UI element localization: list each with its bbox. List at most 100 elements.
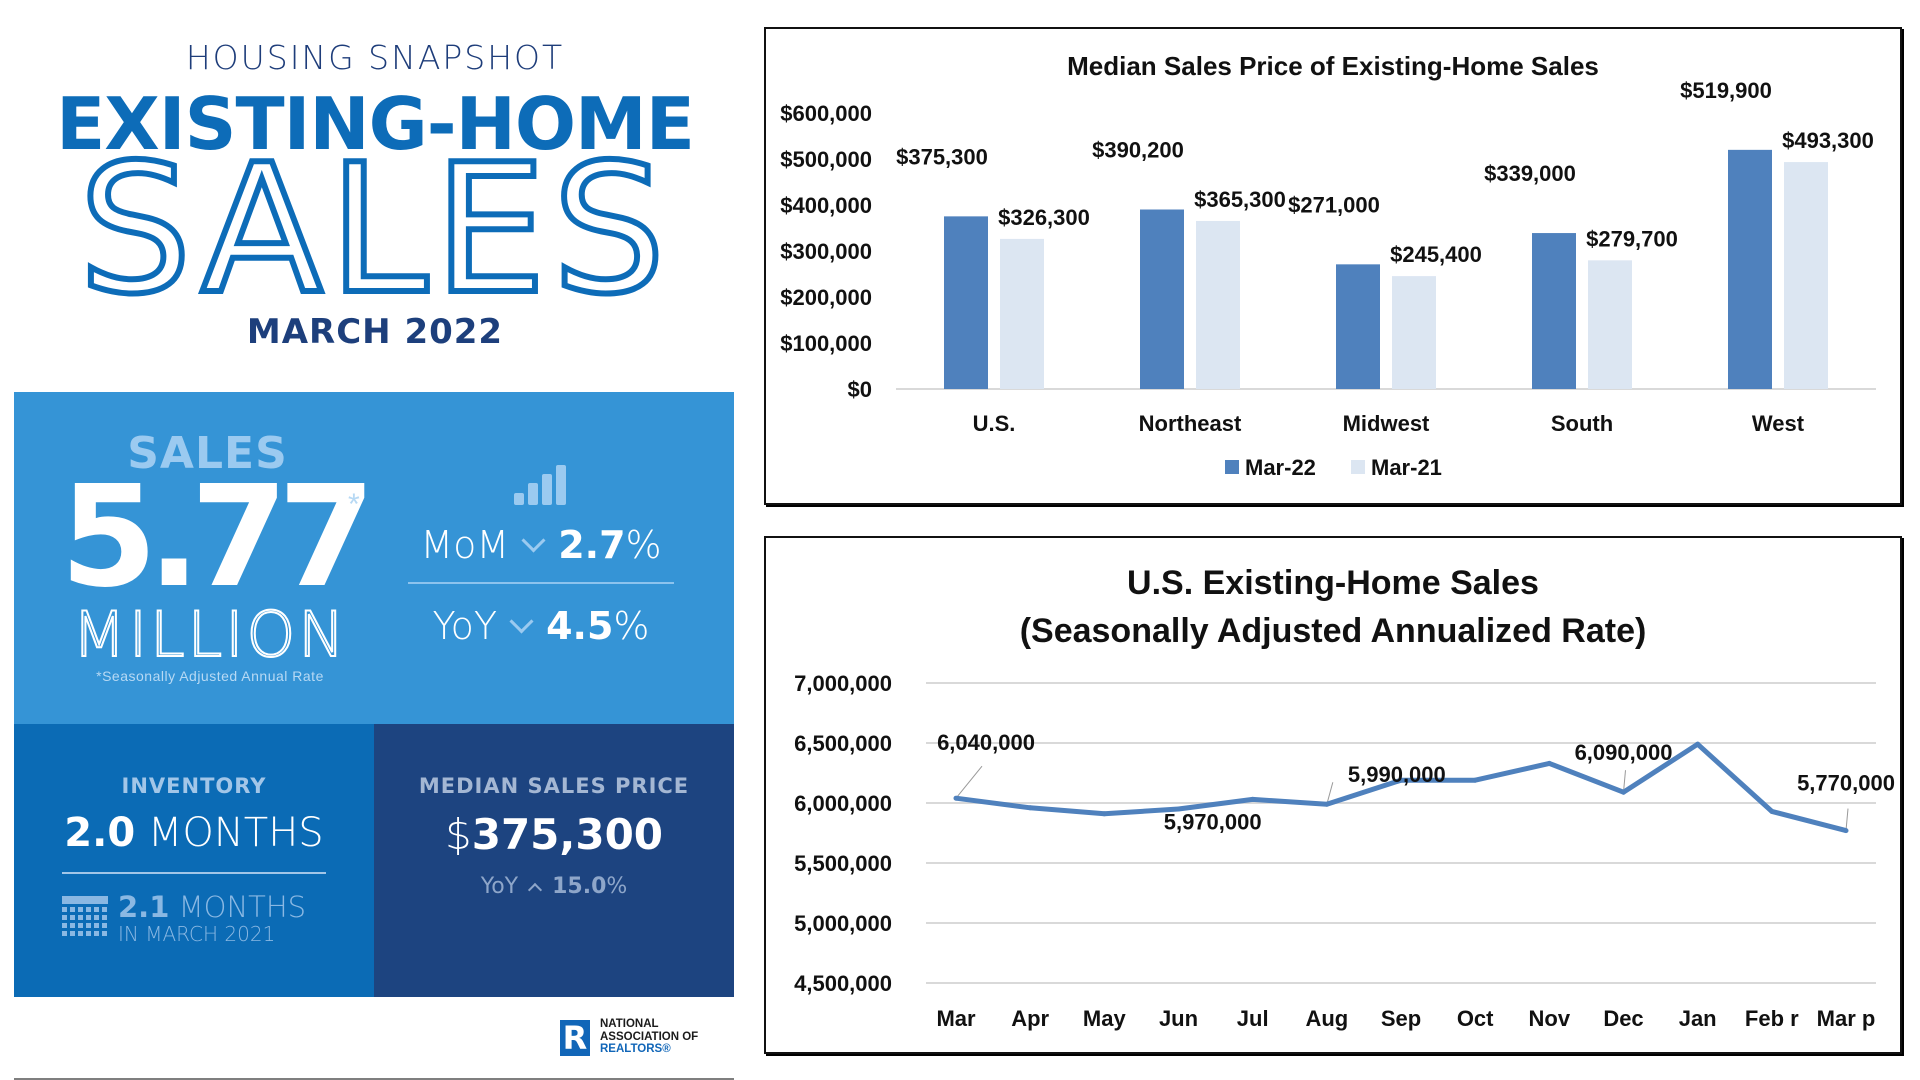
line-data-label: 5,970,000 [1164,809,1262,834]
header-title: EXISTING-HOME [56,82,695,166]
bar-y-tick-label: $300,000 [780,239,872,264]
annotation-leader-line [1845,808,1849,831]
line-point-mar [953,795,959,801]
bar-y-tick-label: $600,000 [780,101,872,126]
line-x-tick-label: Dec [1603,1006,1643,1031]
line-x-tick-label: Oct [1457,1006,1494,1031]
header-period: MARCH 2022 [246,312,504,352]
bar-mar-21-south [1588,260,1632,389]
line-y-tick-label: 5,500,000 [794,851,892,876]
inventory-prev-period: IN MARCH 2021 [118,922,276,946]
change-divider [408,582,674,584]
median-price-panel [374,724,734,997]
line-y-tick-label: 7,000,000 [794,671,892,696]
line-point-feb-r [1769,808,1775,814]
line-chart-subtitle: (Seasonally Adjusted Annualized Rate) [1020,612,1647,650]
mom-change: MoM 2.7% [408,515,674,575]
median-price-label: MEDIAN SALES PRICE [418,774,690,798]
bar-x-tick-label: South [1551,411,1613,436]
sales-label: SALES [127,428,288,479]
sales-unit-text: MILLION [71,597,348,672]
line-x-tick-label: Sep [1381,1006,1421,1031]
bar-mar-21-northeast [1196,220,1240,389]
line-point-jan [1695,741,1701,747]
inventory-panel [14,724,374,997]
bar-data-label: $365,300 [1194,187,1286,212]
line-point-nov [1546,760,1552,766]
line-chart-svg: U.S. Existing-Home Sales (Seasonally Adj… [794,564,1895,1031]
bar-data-label: $375,300 [896,144,988,169]
line-point-oct [1472,777,1478,783]
line-y-tick-label: 6,000,000 [794,791,892,816]
legend-swatch-mar-21 [1351,460,1365,474]
chevron-up-icon [528,882,543,897]
sales-unit: MILLION [60,597,360,672]
price-yoy-label: YoY [480,874,519,899]
yoy-change: YoY 4.5% [408,596,674,656]
bar-mar-21-west [1784,162,1828,389]
legend-label-mar-22: Mar-22 [1245,455,1316,480]
bar-chart-title: Median Sales Price of Existing-Home Sale… [1067,51,1599,81]
header-title-sales-text: SALES [76,126,672,333]
inventory-value-unit: MONTHS [147,810,324,856]
bar-data-label: $519,900 [1680,78,1772,103]
bar-mar-21-midwest [1392,276,1436,389]
inventory-value: 2.0 MONTHS [14,810,374,856]
mom-value-suffix: % [625,523,662,567]
bottom-divider [14,1078,734,1080]
annotation-leader-line [955,765,983,799]
median-price-number: 375,300 [471,810,664,859]
inventory-prev: 2.1 MONTHS [118,892,306,922]
inventory-label: INVENTORY [121,774,267,798]
bar-x-tick-label: Northeast [1139,411,1242,436]
line-point-mar-p [1843,828,1849,834]
bar-mar-22-us [944,216,988,389]
currency-symbol: $ [444,810,472,859]
sales-footnote: *Seasonally Adjusted Annual Rate [96,668,324,684]
inventory-prev-unit: MONTHS [178,890,307,924]
sales-asterisk: * [348,488,360,521]
mom-label: MoM [420,523,510,567]
bar-data-label: $279,700 [1586,226,1678,251]
yoy-label: YoY [432,604,498,648]
line-x-tick-label: Mar p [1817,1006,1876,1031]
calendar-icon [62,896,108,938]
logo-line-2: ASSOCIATION OF [600,1030,699,1043]
line-point-sep [1398,777,1404,783]
nar-logo-icon: R [560,1020,590,1056]
line-x-tick-label: May [1083,1006,1127,1031]
bar-y-tick-label: $100,000 [780,331,872,356]
line-chart-title: U.S. Existing-Home Sales [1127,564,1539,602]
yoy-value-suffix: % [613,604,650,648]
logo-line-1: NATIONAL [600,1018,659,1030]
line-point-jul [1250,796,1256,802]
line-x-tick-label: Jul [1237,1006,1269,1031]
bar-mar-21-us [1000,238,1044,389]
existing-home-sales-line-chart: U.S. Existing-Home Sales (Seasonally Adj… [764,536,1902,1054]
bar-mar-22-west [1728,149,1772,389]
annotation-leader-line [1623,770,1626,793]
yoy-value-number: 4.5 [546,604,614,648]
line-y-tick-label: 5,000,000 [794,911,892,936]
header-title-sales: SALES [0,137,750,323]
bar-x-tick-label: Midwest [1343,411,1430,436]
chevron-down-icon [521,527,546,553]
legend-label-mar-21: Mar-21 [1371,455,1442,480]
annotation-leader-line [1326,782,1334,805]
bar-data-label: $271,000 [1288,192,1380,217]
price-yoy-suffix: % [606,874,628,899]
inventory-divider [62,872,326,874]
bar-y-tick-label: $0 [848,377,872,402]
price-yoy-number: 15.0 [552,874,607,899]
line-point-aug [1324,801,1330,807]
mom-value: 2.7% [558,523,661,567]
bar-data-label: $390,200 [1092,138,1184,163]
line-x-tick-label: Mar [936,1006,976,1031]
legend-swatch-mar-22 [1225,460,1239,474]
mom-value-number: 2.7 [558,523,626,567]
line-x-tick-label: Jun [1159,1006,1198,1031]
bar-x-tick-label: West [1752,411,1805,436]
bar-data-label: $339,000 [1484,161,1576,186]
line-y-tick-label: 4,500,000 [794,971,892,996]
bar-data-label: $245,400 [1390,242,1482,267]
